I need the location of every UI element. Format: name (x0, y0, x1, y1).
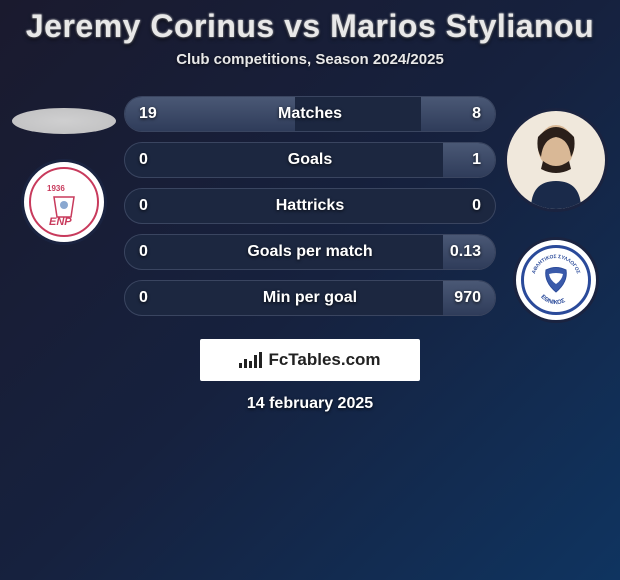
club-badge-left-ring: 1936 ENP (29, 167, 99, 237)
stat-row: 19Matches8 (124, 96, 496, 132)
player-photo-right (504, 108, 608, 212)
comparison-panel: 1936 ENP 19Matches80Goals10Hattricks00Go… (0, 96, 620, 323)
stat-value-right: 0 (472, 197, 481, 215)
club-badge-right: ΑΘΛΗΤΙΚΟΣ ΣΥΛΛΟΓΟΣ ΕΘΝΙΚΟΣ (513, 237, 599, 323)
stat-value-right: 0.13 (450, 243, 481, 261)
page-subtitle: Club competitions, Season 2024/2025 (0, 51, 620, 68)
stat-row: 0Goals per match0.13 (124, 234, 496, 270)
stat-row: 0Hattricks0 (124, 188, 496, 224)
stat-label: Hattricks (125, 197, 495, 215)
stat-row: 0Goals1 (124, 142, 496, 178)
player-photo-left (12, 108, 116, 134)
person-icon (521, 119, 591, 209)
svg-text:ΕΘΝΙΚΟΣ: ΕΘΝΙΚΟΣ (539, 294, 566, 306)
right-column: ΑΘΛΗΤΙΚΟΣ ΣΥΛΛΟΓΟΣ ΕΘΝΙΚΟΣ (500, 96, 620, 323)
badge-year: 1936 (47, 184, 65, 193)
club-crest-right-icon: ΑΘΛΗΤΙΚΟΣ ΣΥΛΛΟΓΟΣ ΕΘΝΙΚΟΣ (526, 250, 586, 310)
stat-value-right: 970 (454, 289, 481, 307)
stat-value-right: 8 (472, 105, 481, 123)
stat-row: 0Min per goal970 (124, 280, 496, 316)
watermark-text: FcTables.com (268, 350, 380, 370)
club-badge-right-ring: ΑΘΛΗΤΙΚΟΣ ΣΥΛΛΟΓΟΣ ΕΘΝΙΚΟΣ (521, 245, 591, 315)
left-column: 1936 ENP (0, 96, 120, 323)
date-text: 14 february 2025 (0, 395, 620, 413)
stats-center: 19Matches80Goals10Hattricks00Goals per m… (120, 96, 500, 323)
stat-label: Matches (125, 105, 495, 123)
chart-icon (239, 352, 262, 368)
stat-value-right: 1 (472, 151, 481, 169)
page-title: Jeremy Corinus vs Marios Stylianou (0, 0, 620, 45)
stat-label: Goals per match (125, 243, 495, 261)
stat-label: Min per goal (125, 289, 495, 307)
club-badge-left: 1936 ENP (21, 159, 107, 245)
club-crest-left-icon: 1936 ENP (39, 177, 89, 227)
stat-label: Goals (125, 151, 495, 169)
svg-text:ENP: ENP (49, 216, 72, 227)
watermark: FcTables.com (200, 339, 420, 381)
